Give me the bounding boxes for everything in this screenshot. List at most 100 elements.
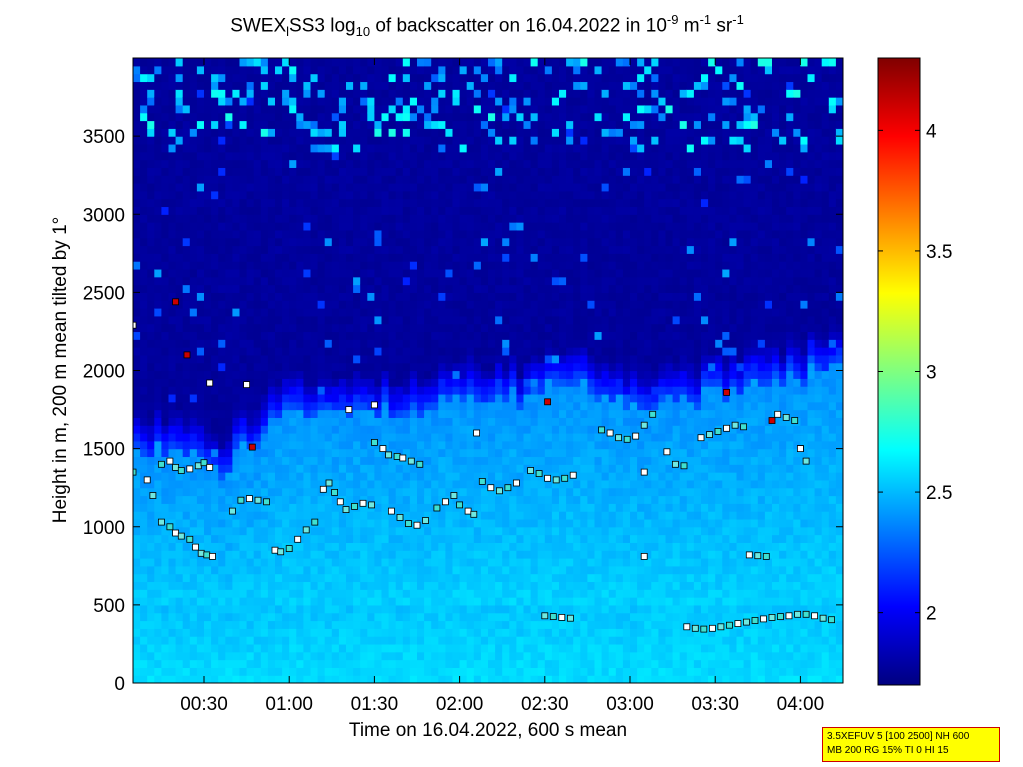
heatmap-cell xyxy=(417,550,425,559)
heatmap-cell xyxy=(431,175,439,184)
heatmap-cell xyxy=(452,518,461,528)
heatmap-cell xyxy=(218,612,226,622)
heatmap-cell xyxy=(303,542,312,551)
heatmap-cell xyxy=(182,190,191,200)
heatmap-cell xyxy=(168,487,177,497)
heatmap-cell xyxy=(445,354,454,364)
heatmap-cell xyxy=(424,81,432,90)
heatmap-cell xyxy=(296,425,304,434)
heatmap-cell xyxy=(282,292,290,301)
heatmap-cell xyxy=(211,292,219,301)
heatmap-cell xyxy=(140,284,148,293)
heatmap-cell xyxy=(275,222,283,231)
heatmap-cell xyxy=(218,558,226,567)
heatmap-cell xyxy=(267,198,276,208)
heatmap-cell xyxy=(452,604,461,614)
heatmap-cell xyxy=(260,183,269,192)
heatmap-cell xyxy=(211,425,219,434)
heatmap-cell xyxy=(317,159,326,168)
heatmap-cell xyxy=(296,268,304,278)
heatmap-cell xyxy=(282,604,290,614)
heatmap-cell xyxy=(196,659,205,668)
heatmap-cell xyxy=(452,573,461,583)
heatmap-cell xyxy=(189,526,198,536)
heatmap-cell xyxy=(374,433,383,442)
heatmap-cell xyxy=(204,651,212,661)
heatmap-cell xyxy=(459,440,468,450)
heatmap-cell xyxy=(559,143,567,153)
heatmap-cell xyxy=(537,464,546,473)
heatmap-cell xyxy=(211,198,219,208)
heatmap-cell xyxy=(147,495,155,504)
heatmap-cell xyxy=(402,370,411,379)
heatmap-cell xyxy=(459,581,468,590)
heatmap-cell xyxy=(573,636,581,645)
heatmap-cell xyxy=(530,237,539,247)
heatmap-cell xyxy=(374,534,383,543)
heatmap-cell xyxy=(189,136,198,145)
heatmap-cell xyxy=(253,292,262,301)
heatmap-cell xyxy=(253,643,262,653)
heatmap-cell xyxy=(488,433,496,442)
heatmap-cell xyxy=(253,651,262,661)
heatmap-cell xyxy=(175,675,184,683)
heatmap-cell xyxy=(502,464,510,473)
heatmap-cell xyxy=(544,479,553,489)
heatmap-cell xyxy=(204,89,212,98)
heatmap-cell xyxy=(424,604,432,614)
heatmap-cell xyxy=(267,136,276,145)
heatmap-cell xyxy=(523,495,532,504)
heatmap-cell xyxy=(289,315,297,325)
heatmap-cell xyxy=(154,659,162,668)
heatmap-cell xyxy=(133,300,141,309)
heatmap-cell xyxy=(452,362,461,372)
heatmap-cell xyxy=(331,81,340,90)
heatmap-cell xyxy=(367,612,375,622)
heatmap-cell xyxy=(537,534,546,543)
heatmap-cell xyxy=(495,300,503,309)
heatmap-cell xyxy=(275,253,283,262)
heatmap-cell xyxy=(495,214,503,223)
heatmap-cell xyxy=(438,339,446,348)
heatmap-cell xyxy=(317,464,326,473)
heatmap-cell xyxy=(296,190,304,200)
heatmap-cell xyxy=(431,479,439,489)
heatmap-cell xyxy=(417,401,425,411)
heatmap-cell xyxy=(488,651,496,661)
heatmap-cell xyxy=(338,659,347,668)
heatmap-cell xyxy=(551,97,560,106)
heatmap-cell xyxy=(296,167,304,176)
heatmap-cell xyxy=(353,433,361,442)
heatmap-cell xyxy=(310,112,319,122)
heatmap-cell xyxy=(338,104,347,114)
heatmap-cell xyxy=(168,558,177,567)
heatmap-cell xyxy=(161,401,170,411)
heatmap-cell xyxy=(253,261,262,270)
heatmap-cell xyxy=(523,237,532,247)
heatmap-cell xyxy=(303,261,312,270)
heatmap-cell xyxy=(154,81,162,90)
heatmap-cell xyxy=(324,667,333,676)
heatmap-cell xyxy=(431,542,439,551)
heatmap-cell xyxy=(495,675,503,683)
heatmap-cell xyxy=(147,589,155,598)
heatmap-cell xyxy=(523,151,532,161)
heatmap-cell xyxy=(544,386,553,395)
heatmap-cell xyxy=(218,581,226,590)
heatmap-cell xyxy=(175,300,184,309)
heatmap-cell xyxy=(459,143,468,153)
heatmap-cell xyxy=(395,448,404,458)
heatmap-cell xyxy=(253,433,262,442)
heatmap-cell xyxy=(140,206,148,215)
heatmap-cell xyxy=(502,58,510,67)
heatmap-cell xyxy=(544,323,553,333)
heatmap-cell xyxy=(346,58,354,67)
heatmap-cell xyxy=(317,65,326,75)
heatmap-cell xyxy=(445,89,454,98)
heatmap-cell xyxy=(367,175,375,184)
heatmap-cell xyxy=(260,386,269,395)
heatmap-cell xyxy=(559,409,567,418)
heatmap-cell xyxy=(353,229,361,239)
heatmap-cell xyxy=(452,222,461,231)
